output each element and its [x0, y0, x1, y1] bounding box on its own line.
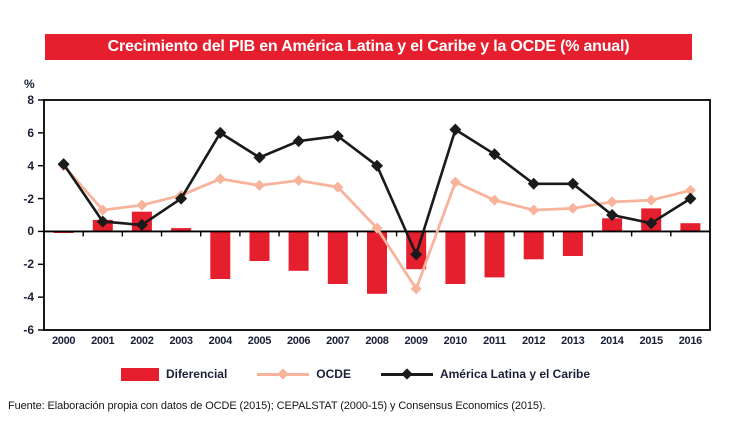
diferencial-bar-swatch [120, 367, 159, 381]
diferencial-bar-2011 [484, 231, 505, 278]
alc-marker-2001 [96, 215, 109, 228]
x-year-label: 2006 [286, 335, 311, 347]
plot-border [43, 99, 711, 331]
x-year-label: 2010 [443, 335, 468, 347]
x-year-label: 2013 [561, 335, 585, 347]
x-year-label: 2008 [365, 335, 389, 347]
ocde-marker-2008 [371, 222, 383, 234]
alc-marker-2008 [371, 159, 383, 172]
x-year-label: 2012 [522, 335, 546, 347]
alc-marker-2000 [57, 158, 70, 171]
alc-marker-2009 [410, 248, 423, 261]
legend-label-diferencial: Diferencial [165, 367, 228, 381]
alc-marker-2005 [253, 151, 266, 164]
ocde-marker-2004 [214, 173, 226, 185]
x-year-label: 2016 [678, 335, 703, 347]
y-tick-label: 8 [27, 93, 34, 108]
ocde-marker-2013 [567, 202, 579, 214]
ocde-marker-2015 [645, 194, 657, 206]
chart-title-banner: Crecimiento del PIB en América Latina y … [45, 34, 692, 60]
x-year-label: 2005 [247, 335, 272, 347]
y-axis-tick-labels: 8 6 4 -2 0 -2 -4 -6 [0, 84, 34, 347]
x-year-label: 2009 [404, 335, 428, 347]
y-tick-label: 4 [27, 158, 34, 173]
alc-marker-2012 [527, 177, 540, 190]
ocde-marker-2014 [606, 196, 618, 208]
diferencial-bar-2014 [602, 218, 623, 232]
y-axis-unit-label: % [24, 77, 35, 91]
ocde-line-swatch [257, 368, 310, 380]
y-tick-label: 0 [27, 224, 34, 239]
alc-marker-2006 [292, 135, 305, 148]
ocde-marker-2011 [489, 194, 501, 206]
ocde-marker-2006 [293, 175, 305, 186]
diferencial-bar-2007 [327, 231, 348, 284]
alc-marker-2004 [214, 126, 227, 139]
alc-marker-2007 [331, 130, 344, 143]
diamond-marker-icon [401, 368, 413, 380]
diferencial-bar-2010 [445, 231, 466, 284]
ocde-marker-2009 [410, 283, 422, 295]
legend-item-diferencial: Diferencial [120, 367, 228, 381]
alc-marker-2011 [488, 148, 501, 161]
alc-marker-2002 [135, 218, 148, 231]
legend-item-alc: América Latina y el Caribe [380, 367, 591, 381]
x-year-label: 2015 [639, 335, 664, 347]
alc-marker-2013 [566, 177, 579, 190]
chart-title: Crecimiento del PIB en América Latina y … [107, 38, 630, 55]
legend: Diferencial OCDE América Latina y el Car… [0, 367, 725, 381]
ocde-marker-2016 [684, 184, 696, 196]
diferencial-bar-2016 [680, 223, 701, 232]
alc-marker-2016 [684, 192, 697, 205]
ocde-marker-2001 [97, 204, 109, 216]
diferencial-bar-2003 [171, 228, 192, 232]
ocde-marker-2012 [528, 204, 540, 216]
alc-marker-2015 [645, 217, 658, 230]
source-note: Fuente: Elaboración propia con datos de … [8, 400, 546, 412]
x-year-label: 2003 [169, 335, 193, 347]
alc-marker-2010 [449, 123, 462, 136]
x-year-label: 2014 [600, 335, 624, 347]
x-year-label: 2004 [208, 335, 233, 347]
x-year-label: 2001 [91, 335, 115, 347]
y-tick-label: -2 [23, 257, 34, 272]
ocde-marker-2007 [332, 181, 344, 193]
diferencial-bar-2005 [249, 231, 270, 261]
diferencial-bar-2006 [288, 231, 309, 271]
ocde-marker-2002 [136, 199, 148, 211]
diferencial-bar-2012 [523, 231, 544, 260]
alc-marker-2014 [606, 209, 619, 221]
alc-marker-2003 [175, 192, 188, 205]
x-year-label: 2007 [326, 335, 350, 347]
y-tick-label: -6 [23, 323, 34, 338]
diferencial-bar-2004 [210, 231, 231, 279]
legend-label-ocde: OCDE [316, 367, 351, 381]
diferencial-bar-2013 [562, 231, 583, 256]
ocde-marker-2005 [253, 179, 265, 191]
x-year-label: 2000 [51, 335, 76, 347]
diferencial-bar-2008 [367, 231, 387, 294]
x-axis-year-labels: 2000 2001 2002 2003 2004 2005 2006 2007 … [44, 335, 710, 347]
ocde-marker-2010 [449, 176, 461, 188]
alc-line-swatch [380, 368, 433, 380]
legend-label-alc: América Latina y el Caribe [439, 367, 591, 381]
y-tick-label: 6 [27, 125, 34, 140]
diamond-marker-icon [277, 368, 289, 380]
y-tick-label: -4 [23, 290, 34, 305]
x-year-label: 2002 [130, 335, 154, 347]
y-tick-label: -2 [23, 191, 34, 206]
x-year-label: 2011 [483, 335, 506, 347]
legend-item-ocde: OCDE [257, 367, 351, 381]
